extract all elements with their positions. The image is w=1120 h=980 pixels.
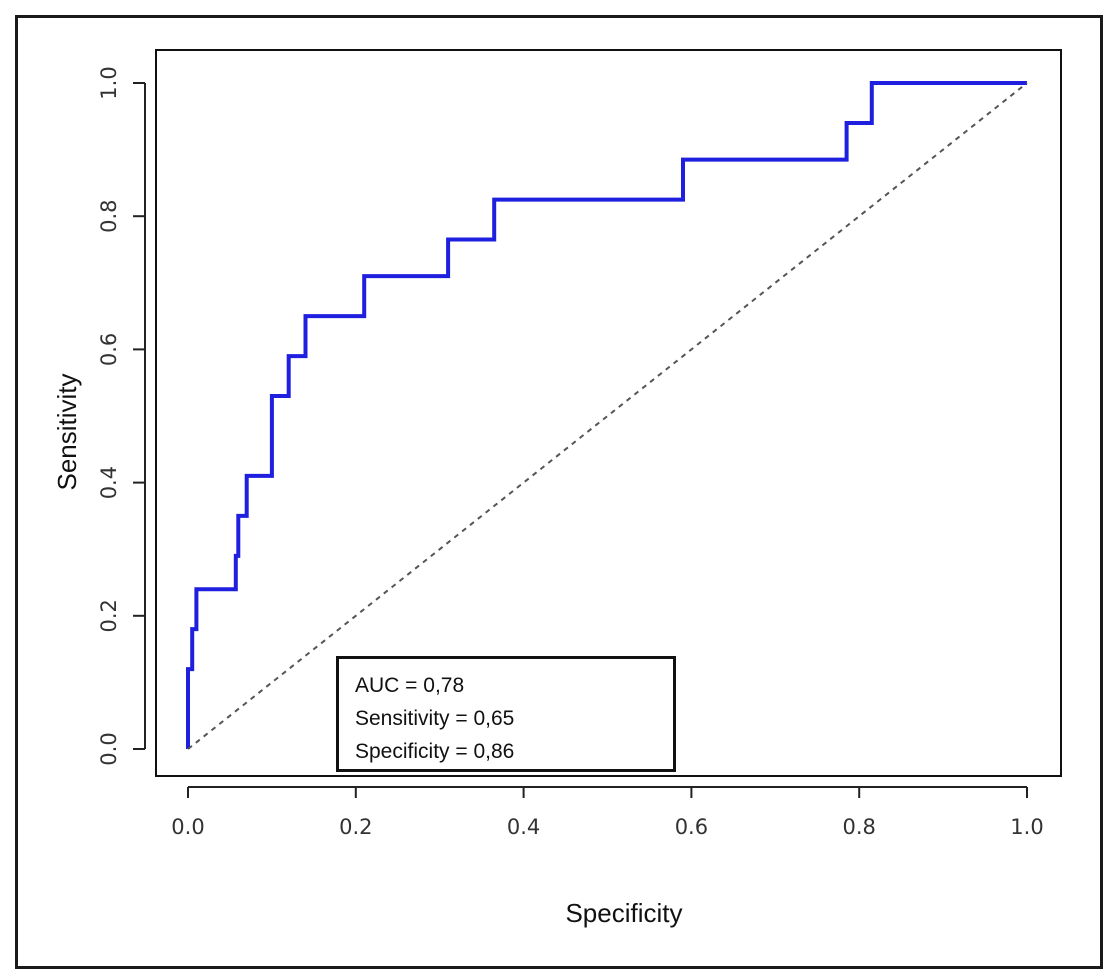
x-axis-title: Specificity: [565, 898, 682, 928]
x-tick-label: 0.8: [842, 815, 875, 839]
y-tick-label: 1.0: [97, 66, 121, 99]
y-tick-label: 0.2: [97, 599, 121, 632]
y-tick-label: 0.8: [97, 199, 121, 232]
reference-diagonal-line: [187, 82, 1028, 750]
y-tick-label: 0.6: [97, 333, 121, 366]
figure-frame: [15, 15, 1103, 969]
plot-area-box: [155, 49, 1062, 777]
x-axis: 0.0 0.2 0.4 0.6 0.8 1.0: [171, 786, 1044, 839]
specificity-annotation: Specificity = 0,86: [355, 740, 515, 763]
auc-annotation: AUC = 0,78: [355, 674, 465, 697]
y-axis-title: Sensitivity: [52, 373, 82, 490]
roc-curve-line: [186, 81, 1027, 749]
y-tick-label: 0.0: [97, 732, 121, 765]
y-tick-label: 0.4: [97, 466, 121, 499]
auc-annotation-box: AUC = 0,78 Sensitivity = 0,65 Specificit…: [336, 656, 676, 772]
series-layer: [186, 81, 1028, 750]
x-tick-label: 1.0: [1010, 815, 1043, 839]
sensitivity-annotation: Sensitivity = 0,65: [355, 707, 515, 730]
x-tick-label: 0.0: [171, 815, 204, 839]
x-tick-label: 0.2: [339, 815, 372, 839]
x-tick-label: 0.4: [507, 815, 540, 839]
x-tick-label: 0.6: [675, 815, 708, 839]
y-axis: 0.0 0.2 0.4 0.6 0.8 1.0: [97, 66, 146, 766]
